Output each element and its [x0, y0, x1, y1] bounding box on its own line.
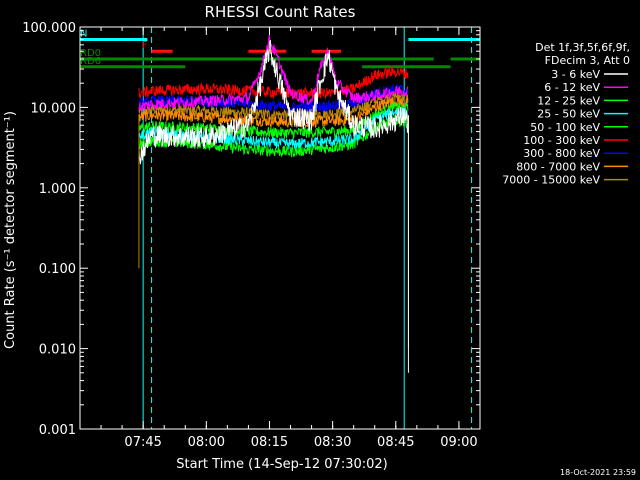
- green-bar-label: RD6: [80, 56, 101, 67]
- series-line: [138, 65, 409, 100]
- y-tick-label: 0.100: [39, 262, 76, 277]
- legend-header-line-2: FDecim 3, Att 0: [545, 54, 630, 67]
- red-bar-label: F: [142, 40, 148, 51]
- legend-label: 3 - 6 keV: [551, 68, 600, 81]
- x-tick-label: 07:45: [124, 435, 161, 450]
- y-tick-label: 1.000: [39, 182, 76, 197]
- x-tick-label: 08:45: [377, 435, 414, 450]
- y-axis-label: Count Rate (s⁻¹ detector segment⁻¹): [3, 111, 18, 349]
- series-group: [138, 34, 409, 373]
- series-line: [138, 96, 409, 130]
- footer-date: 18-Oct-2021 23:59: [560, 468, 636, 477]
- x-axis-label: Start Time (14-Sep-12 07:30:02): [176, 457, 387, 472]
- legend-label: 100 - 300 keV: [523, 134, 600, 147]
- series-line: [138, 91, 409, 123]
- series-line: [138, 101, 409, 139]
- x-tick-label: 08:30: [314, 435, 351, 450]
- series-line: [138, 34, 409, 112]
- legend-label: 800 - 7000 keV: [516, 160, 600, 173]
- legend-label: 50 - 100 keV: [530, 121, 600, 134]
- legend-label: 7000 - 15000 keV: [502, 174, 600, 187]
- chart-title: RHESSI Count Rates: [205, 3, 356, 21]
- x-tick-label: 08:00: [188, 435, 225, 450]
- green-bar-label: RD0: [80, 48, 101, 59]
- y-tick-label: 0.001: [39, 423, 76, 438]
- plot-frame: [79, 26, 481, 430]
- legend-label: 25 - 50 keV: [537, 108, 600, 121]
- y-tick-label: 10.000: [31, 101, 77, 116]
- legend-header-line-1: Det 1f,3f,5f,6f,9f,: [535, 41, 630, 54]
- cyan-bar-label: N: [80, 28, 87, 39]
- axes-group: 0.001 0.010 0.100 1.000 10.000 100.000 07:45 08…: [22, 21, 480, 450]
- legend-label: 300 - 800 keV: [523, 147, 600, 160]
- legend: Det 1f,3f,5f,6f,9f, FDecim 3, Att 0 3 - …: [502, 41, 630, 187]
- legend-label: 6 - 12 keV: [544, 81, 600, 94]
- series-line: [138, 39, 409, 165]
- x-tick-label: 08:15: [251, 435, 288, 450]
- y-tick-label: 0.010: [39, 343, 76, 358]
- y-tick-label: 100.000: [22, 21, 76, 36]
- legend-label: 12 - 25 keV: [537, 94, 600, 107]
- x-tick-label: 09:00: [440, 435, 477, 450]
